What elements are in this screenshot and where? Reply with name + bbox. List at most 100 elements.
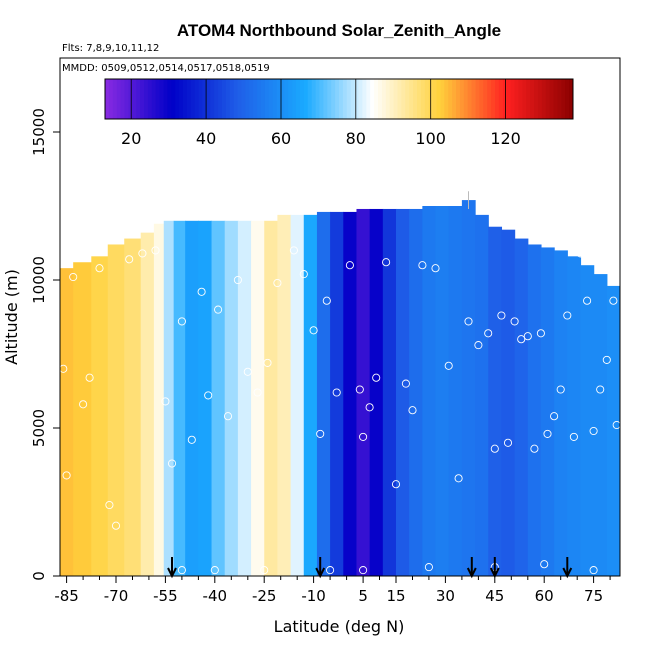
colorbar-swatch [463,79,469,119]
sample-point [490,444,499,453]
colorbar-swatch [253,79,258,119]
colorbar-swatch [214,79,219,119]
x-axis-tick-label: -25 [252,587,277,605]
sample-point [464,317,473,326]
sample-point [408,406,417,415]
sample-point [530,444,539,453]
colorbar-swatch [436,79,441,119]
colorbar-swatch [374,79,379,119]
sample-point [536,329,545,338]
sample-point [161,397,170,406]
colorbar-swatch [144,79,149,119]
colorbar-swatch [206,79,211,119]
sample-point [589,566,598,575]
colorbar-tick-label: 20 [121,129,141,148]
heatmap-column [153,223,165,576]
heatmap-column [91,256,109,576]
sample-point [583,296,592,305]
sample-point [359,566,368,575]
x-axis: -85 -70 -55 -40 -25 -10 5 15 30 45 60 75 [54,576,611,605]
colorbar-swatch [315,79,320,119]
heatmap-column [435,206,450,576]
colorbar-swatch [284,79,289,119]
heatmap-column [514,238,529,576]
heatmap-column [173,220,186,576]
heatmap-column [140,232,155,576]
colorbar-swatch [561,79,566,119]
sample-point [484,329,493,338]
sample-points-layer [60,246,620,575]
colorbar-swatch [510,79,515,119]
colorbar-swatch [210,79,215,119]
sample-point [550,412,559,421]
colorbar-swatch [303,79,309,119]
x-axis-tick-label: -55 [153,587,178,605]
colorbar-swatch [288,79,293,119]
colorbar-swatch [565,79,570,119]
colorbar-swatch [147,79,153,119]
colorbar-swatch [159,79,164,119]
heatmap-column [422,206,437,576]
heatmap-column [461,200,476,576]
colorbar-swatch [491,79,496,119]
sample-point [233,275,242,285]
colorbar-swatch [401,79,406,119]
x-axis-tick-label: -40 [203,587,228,605]
colorbar-swatch [569,79,574,119]
sample-point [125,255,134,264]
sample-point [345,261,354,270]
heatmap-column [488,226,503,576]
colorbar-swatch [487,79,492,119]
colorbar-swatch [518,79,523,119]
sample-point [359,432,368,441]
colorbar-swatch [124,79,129,119]
colorbar-swatch [335,79,340,119]
colorbar-swatch [151,79,157,119]
colorbar-swatch [452,79,457,119]
colorbar-swatch [190,79,196,119]
colorbar-swatch [366,79,371,119]
colorbar-swatch [218,79,223,119]
colorbar-swatch [167,79,172,119]
sample-point [454,474,463,483]
heatmap-column [567,256,582,576]
colorbar-swatch [475,79,480,119]
colorbar-swatch [229,79,235,119]
heatmap-column [277,214,292,576]
colorbar-swatch [420,79,426,119]
colorbar-swatch [136,79,141,119]
sample-point [187,435,196,444]
colorbar-swatch [225,79,231,119]
colorbar-swatch [444,79,449,119]
y-axis-tick-label: 0 [30,571,48,581]
colorbar-swatch [179,79,184,119]
heatmap-column [396,208,410,576]
colorbar-tick-label: 120 [490,129,521,148]
colorbar-swatch [553,79,558,119]
colorbar-swatch [350,79,356,119]
colorbar-swatch [522,79,527,119]
colorbar-swatch [108,79,114,119]
colorbar-swatch [459,79,465,119]
colorbar-swatch [128,79,133,119]
colorbar-swatch [116,79,122,119]
sample-point [111,521,121,530]
colorbar-swatch [479,79,484,119]
colorbar-frame [104,78,574,120]
sample-point [510,317,519,326]
colorbar-swatch [409,79,414,119]
colorbar-swatch [405,79,410,119]
colorbar-swatch [175,79,180,119]
colorbar-swatch [163,79,168,119]
sample-point [79,400,88,409]
sample-point [444,361,453,370]
sample-point [355,385,364,394]
colorbar-swatch [381,79,387,119]
sample-point [105,500,114,510]
colorbar-swatch [498,79,504,119]
colorbar-swatch [183,79,188,119]
sample-point [60,364,68,373]
x-axis-tick-label: 30 [436,587,455,605]
sample-point [543,429,552,438]
